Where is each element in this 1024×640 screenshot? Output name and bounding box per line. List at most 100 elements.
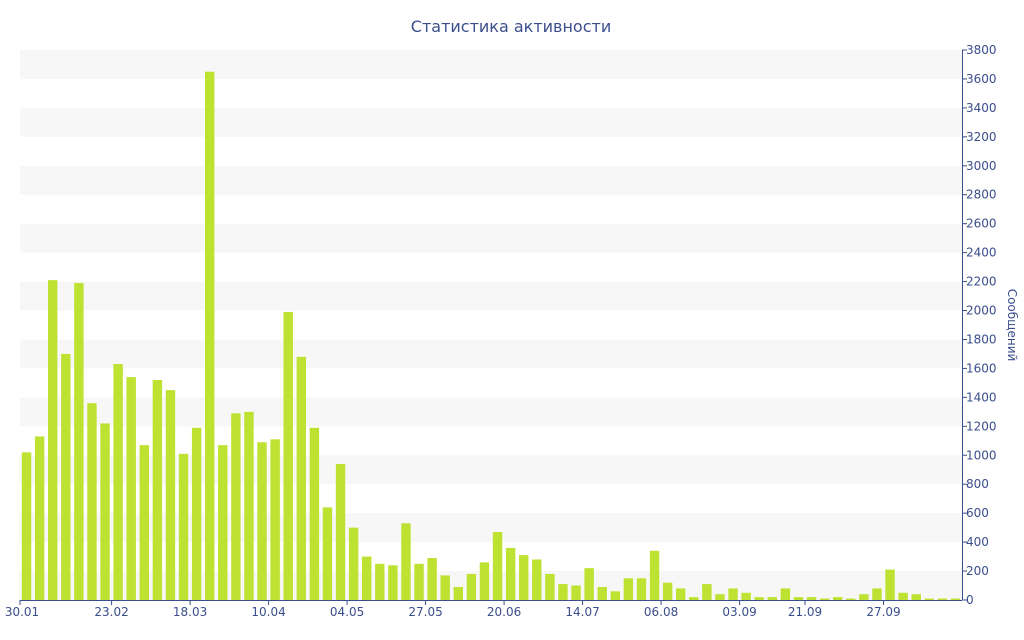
bar[interactable] — [689, 597, 699, 600]
bar[interactable] — [165, 390, 176, 600]
x-tick-label: 23.02 — [94, 605, 128, 619]
bar[interactable] — [87, 403, 97, 600]
y-tick-label: 2600 — [966, 217, 997, 231]
bar[interactable] — [715, 594, 725, 600]
bar[interactable] — [846, 598, 856, 600]
bar[interactable] — [872, 588, 882, 600]
bar[interactable] — [388, 565, 398, 600]
bar[interactable] — [440, 575, 450, 600]
bar[interactable] — [453, 586, 463, 600]
bar[interactable] — [767, 597, 777, 600]
bar[interactable] — [780, 588, 791, 600]
bar[interactable] — [885, 569, 895, 600]
bar[interactable] — [479, 562, 490, 600]
bar[interactable] — [322, 507, 333, 600]
bar[interactable] — [924, 598, 934, 600]
bar[interactable] — [676, 588, 686, 600]
bar[interactable] — [950, 598, 961, 600]
bar[interactable] — [178, 453, 189, 600]
bar[interactable] — [113, 364, 123, 600]
x-axis: 30.01 23.02 18.03 10.04 04.05 27.05 20.06 14.07… — [5, 600, 962, 619]
y-tick-label: 2800 — [966, 188, 997, 202]
bar[interactable] — [728, 588, 738, 600]
bar[interactable] — [793, 597, 804, 600]
y-tick-label: 2200 — [966, 275, 997, 289]
bar[interactable] — [152, 380, 163, 600]
bar[interactable] — [100, 423, 110, 600]
y-tick-label: 200 — [966, 564, 989, 578]
bar[interactable] — [61, 353, 71, 600]
x-tick-label: 03.09 — [722, 605, 756, 619]
bar[interactable] — [257, 442, 267, 600]
bar[interactable] — [597, 586, 607, 600]
y-tick-label: 3200 — [966, 130, 997, 144]
x-tick-label: 10.04 — [251, 605, 285, 619]
bar[interactable] — [610, 591, 620, 600]
bar[interactable] — [244, 411, 254, 600]
grid-bands — [20, 50, 962, 600]
y-tick-label: 3000 — [966, 159, 997, 173]
bar[interactable] — [819, 598, 830, 600]
bar[interactable] — [741, 592, 751, 600]
bar[interactable] — [662, 582, 673, 600]
bar[interactable] — [519, 555, 529, 600]
bar[interactable] — [296, 356, 306, 600]
bar[interactable] — [48, 280, 58, 600]
bar[interactable] — [702, 584, 712, 600]
bar[interactable] — [806, 597, 817, 600]
bar[interactable] — [191, 427, 202, 600]
bar[interactable] — [126, 377, 136, 600]
bar[interactable] — [584, 568, 594, 600]
x-tick-label: 04.05 — [330, 605, 364, 619]
bar[interactable] — [492, 531, 503, 600]
bar[interactable] — [636, 578, 647, 600]
bar[interactable] — [532, 559, 542, 600]
bar[interactable] — [649, 550, 660, 600]
bar[interactable] — [571, 585, 581, 600]
bar[interactable] — [218, 445, 228, 600]
y-axis: 0 200 400 600 800 1000 1200 1400 1600 1800 2000 220… — [962, 43, 997, 607]
bar[interactable] — [427, 558, 437, 600]
bar[interactable] — [414, 563, 424, 600]
bar[interactable] — [911, 594, 921, 600]
bar[interactable] — [754, 597, 764, 600]
bar[interactable] — [335, 463, 346, 600]
y-tick-label: 3600 — [966, 72, 997, 86]
y-tick-label: 3800 — [966, 43, 997, 57]
bar[interactable] — [859, 594, 869, 600]
bar[interactable] — [348, 527, 359, 600]
bar[interactable] — [505, 547, 516, 600]
y-tick-label: 1600 — [966, 361, 997, 375]
bar[interactable] — [401, 523, 411, 600]
bar[interactable] — [205, 71, 215, 600]
grid-band — [20, 281, 962, 311]
bar[interactable] — [362, 556, 372, 600]
grid-band — [20, 571, 962, 600]
bar[interactable] — [21, 452, 32, 600]
grid-band — [20, 165, 962, 195]
y-tick-label: 1800 — [966, 332, 997, 346]
x-tick-label: 20.06 — [487, 605, 521, 619]
bar[interactable] — [74, 283, 84, 600]
grid-band — [20, 50, 962, 79]
bar[interactable] — [558, 584, 568, 600]
bar[interactable] — [833, 597, 843, 600]
y-tick-label: 600 — [966, 506, 989, 520]
bar[interactable] — [231, 413, 241, 600]
y-tick-label: 800 — [966, 477, 989, 491]
bar[interactable] — [34, 436, 45, 600]
x-tick-label: 06.08 — [644, 605, 678, 619]
bar[interactable] — [139, 445, 149, 600]
bar[interactable] — [623, 578, 634, 600]
bar[interactable] — [375, 563, 385, 600]
bar[interactable] — [898, 592, 908, 600]
bar[interactable] — [309, 427, 320, 600]
bar[interactable] — [283, 311, 293, 600]
bar[interactable] — [545, 573, 555, 600]
x-tick-label: 30.01 — [5, 605, 39, 619]
bar[interactable] — [466, 573, 477, 600]
bar[interactable] — [937, 598, 948, 600]
bar[interactable] — [270, 439, 280, 600]
y-tick-label: 2400 — [966, 246, 997, 260]
